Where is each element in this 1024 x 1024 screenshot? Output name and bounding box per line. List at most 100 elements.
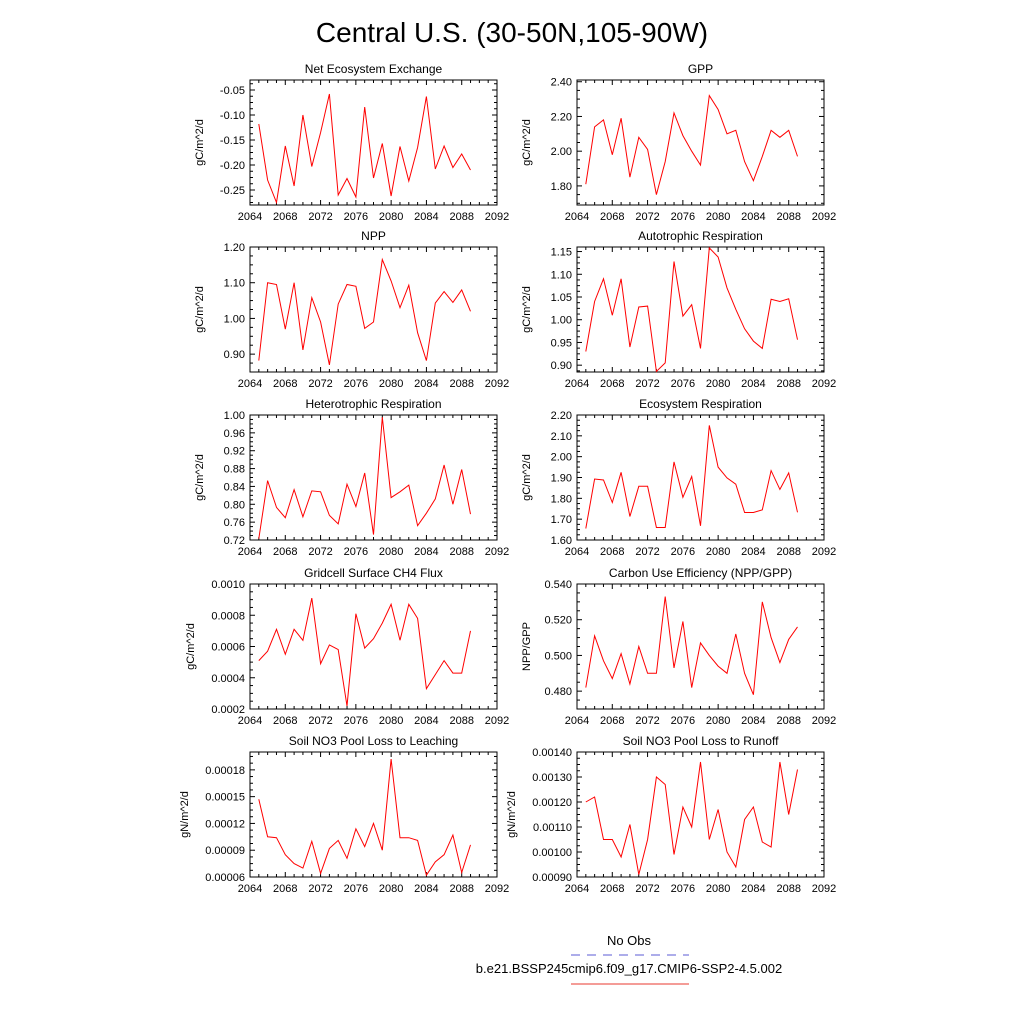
x-tick-label: 2076 <box>671 883 695 895</box>
y-axis-label: NPP/GPP <box>521 622 533 671</box>
x-tick-label: 2076 <box>671 378 695 390</box>
series-line <box>258 417 471 539</box>
x-tick-label: 2076 <box>671 546 695 558</box>
x-tick-label: 2084 <box>741 883 765 895</box>
series-line <box>585 596 798 695</box>
x-tick-label: 2068 <box>600 546 624 558</box>
series-line <box>585 246 798 373</box>
y-tick-label: 1.60 <box>551 535 572 547</box>
x-tick-label: 2080 <box>379 883 403 895</box>
x-tick-label: 2072 <box>308 378 332 390</box>
x-tick-label: 2088 <box>449 883 473 895</box>
y-tick-label: 0.540 <box>544 579 572 591</box>
x-tick-label: 2092 <box>485 378 509 390</box>
x-tick-label: 2088 <box>449 715 473 727</box>
plot-frame <box>576 751 825 878</box>
x-tick-label: 2092 <box>812 378 836 390</box>
series-line <box>585 94 798 195</box>
plot-frame <box>249 79 498 206</box>
y-tick-label: 0.0006 <box>211 642 245 654</box>
x-tick-label: 2084 <box>414 715 438 727</box>
panel-title: NPP <box>361 229 386 243</box>
y-tick-label: 0.00110 <box>533 822 572 834</box>
y-axis-label: gC/m^2/d <box>194 119 206 166</box>
legend-label-case: b.e21.BSSP245cmip6.f09_g17.CMIP6-SSP2-4.… <box>476 961 782 976</box>
x-tick-label: 2068 <box>273 546 297 558</box>
x-tick-label: 2084 <box>414 378 438 390</box>
x-tick-label: 2072 <box>635 883 659 895</box>
y-tick-label: 0.500 <box>544 650 572 662</box>
panel-soil-no3-pool-loss-to-runoff: Soil NO3 Pool Loss to Runoff 2064 2068 2072… <box>506 734 836 895</box>
x-tick-label: 2068 <box>273 378 297 390</box>
y-tick-label: 0.00100 <box>532 847 572 859</box>
y-tick-label: 1.10 <box>551 269 572 281</box>
y-tick-label: 2.20 <box>551 410 572 422</box>
x-tick-label: 2068 <box>600 715 624 727</box>
panel-title: Carbon Use Efficiency (NPP/GPP) <box>609 566 792 580</box>
x-tick-label: 2092 <box>485 211 509 223</box>
x-tick-label: 2068 <box>273 715 297 727</box>
y-tick-label: 1.70 <box>551 514 572 526</box>
panel-net-ecosystem-exchange: Net Ecosystem Exchange 2064 2068 2072 2076 20… <box>194 62 509 223</box>
y-tick-label: 0.00012 <box>205 818 245 830</box>
panel-title: Soil NO3 Pool Loss to Runoff <box>623 734 780 748</box>
x-tick-label: 2064 <box>238 211 262 223</box>
y-tick-label: 0.95 <box>551 337 572 349</box>
plot-frame <box>249 246 498 373</box>
x-tick-label: 2088 <box>449 378 473 390</box>
x-tick-label: 2084 <box>414 211 438 223</box>
panel-npp: NPP 2064 2068 2072 2076 2080 2084 2088 2092 0.90 1… <box>194 229 509 390</box>
y-tick-label: 0.0008 <box>211 610 245 622</box>
x-tick-label: 2084 <box>414 546 438 558</box>
panel-ecosystem-respiration: Ecosystem Respiration 2064 2068 2072 2076 208… <box>521 397 836 558</box>
y-tick-label: 1.15 <box>551 247 572 259</box>
y-tick-label: 0.84 <box>224 481 245 493</box>
x-tick-label: 2072 <box>635 546 659 558</box>
y-tick-label: 1.00 <box>224 313 245 325</box>
x-tick-label: 2092 <box>812 715 836 727</box>
x-tick-label: 2080 <box>706 883 730 895</box>
panels: Net Ecosystem Exchange 2064 2068 2072 2076 20… <box>179 62 836 895</box>
y-tick-label: -0.05 <box>220 85 245 97</box>
y-tick-label: 0.00015 <box>205 792 245 804</box>
y-tick-label: -0.10 <box>220 110 245 122</box>
y-tick-label: 0.0002 <box>211 704 245 716</box>
panel-title: Ecosystem Respiration <box>639 397 762 411</box>
y-tick-label: 1.00 <box>224 410 245 422</box>
x-tick-label: 2076 <box>671 211 695 223</box>
y-axis-label: gN/m^2/d <box>506 791 518 838</box>
x-tick-label: 2072 <box>635 211 659 223</box>
y-tick-label: 2.10 <box>551 431 572 443</box>
y-tick-label: 0.90 <box>551 360 572 372</box>
x-tick-label: 2080 <box>706 378 730 390</box>
y-tick-label: 0.90 <box>224 349 245 361</box>
y-tick-label: 2.00 <box>551 146 572 158</box>
x-tick-label: 2064 <box>565 378 589 390</box>
x-tick-label: 2088 <box>776 546 800 558</box>
y-tick-label: 0.00140 <box>532 747 572 759</box>
panel-gridcell-surface-ch4-flux: Gridcell Surface CH4 Flux 2064 2068 2072 207… <box>185 566 509 727</box>
x-tick-label: 2076 <box>344 715 368 727</box>
x-tick-label: 2084 <box>414 883 438 895</box>
panel-carbon-use-efficiency-npp-gpp: Carbon Use Efficiency (NPP/GPP) 2064 2068 2… <box>521 566 836 727</box>
x-tick-label: 2064 <box>238 715 262 727</box>
x-tick-label: 2068 <box>600 378 624 390</box>
panel-title: Soil NO3 Pool Loss to Leaching <box>289 734 458 748</box>
x-tick-label: 2072 <box>308 715 332 727</box>
x-tick-label: 2076 <box>344 211 368 223</box>
x-tick-label: 2088 <box>776 211 800 223</box>
plot-frame <box>249 751 498 878</box>
x-tick-label: 2072 <box>308 883 332 895</box>
x-tick-label: 2088 <box>776 883 800 895</box>
x-tick-label: 2064 <box>565 883 589 895</box>
y-tick-label: 1.20 <box>224 242 245 254</box>
plot-frame <box>576 583 825 710</box>
x-tick-label: 2080 <box>706 546 730 558</box>
y-tick-label: 0.00009 <box>205 845 245 857</box>
x-tick-label: 2080 <box>379 378 403 390</box>
panel-soil-no3-pool-loss-to-leaching: Soil NO3 Pool Loss to Leaching 2064 2068 20… <box>179 734 509 895</box>
y-axis-label: gC/m^2/d <box>185 623 197 670</box>
x-tick-label: 2064 <box>565 211 589 223</box>
panel-title: Gridcell Surface CH4 Flux <box>304 566 443 580</box>
x-tick-label: 2092 <box>485 715 509 727</box>
